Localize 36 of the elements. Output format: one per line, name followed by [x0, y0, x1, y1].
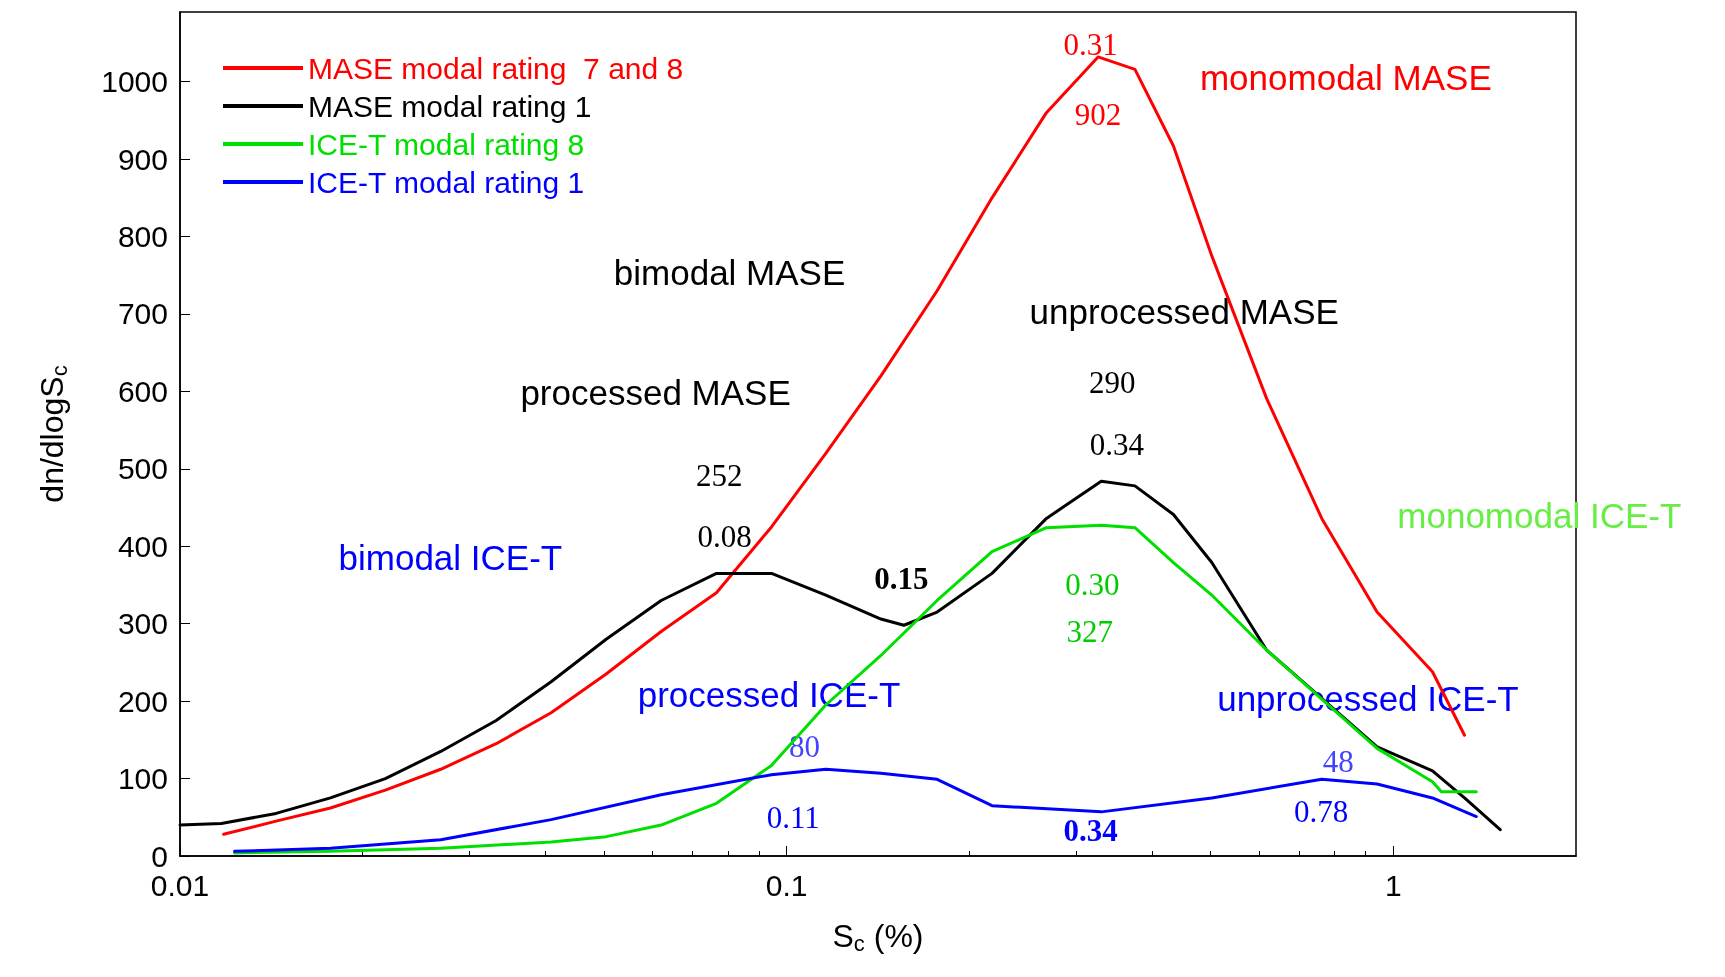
- x-tick-label: 0.1: [765, 868, 808, 902]
- annotation: 902: [1074, 96, 1122, 132]
- y-tick-label: 900: [117, 142, 168, 176]
- y-tick-label: 100: [117, 762, 168, 796]
- annotation: 48: [1322, 744, 1354, 780]
- annotation: monomodal MASE: [1199, 57, 1492, 97]
- legend-label: ICE-T modal rating 8: [308, 127, 585, 161]
- annotation: 0.08: [697, 519, 752, 555]
- y-tick-label: 700: [117, 297, 168, 331]
- annotation: 0.78: [1293, 793, 1349, 829]
- y-tick-label: 600: [117, 374, 168, 408]
- legend-label: MASE modal rating 7 and 8: [308, 51, 684, 85]
- annotation: 0.34: [1089, 426, 1145, 462]
- legend-label: MASE modal rating 1: [308, 89, 592, 123]
- annotation: 0.34: [1063, 812, 1118, 848]
- annotation: processed MASE: [520, 373, 791, 413]
- annotation: 0.31: [1063, 27, 1118, 63]
- annotation: 290: [1088, 365, 1136, 401]
- y-tick-label: 300: [117, 607, 168, 641]
- annotation: bimodal MASE: [613, 252, 846, 292]
- y-tick-label: 500: [117, 452, 168, 486]
- y-axis-title: dn/dlogSc: [34, 365, 72, 503]
- x-tick-label: 1: [1385, 868, 1402, 902]
- y-tick-label: 200: [117, 684, 168, 718]
- y-tick-label: 800: [117, 220, 168, 254]
- annotation: 0.30: [1065, 566, 1120, 602]
- annotation: bimodal ICE-T: [338, 537, 563, 577]
- legend-label: ICE-T modal rating 1: [308, 165, 585, 199]
- y-tick-label: 400: [117, 529, 168, 563]
- y-tick-label: 1000: [101, 65, 168, 99]
- annotation: 80: [789, 729, 821, 765]
- annotation: unprocessed MASE: [1029, 292, 1339, 332]
- annotation: 327: [1066, 613, 1114, 649]
- annotation: 0.15: [874, 561, 929, 597]
- annotation: 0.11: [766, 799, 820, 835]
- annotation: 252: [695, 457, 743, 493]
